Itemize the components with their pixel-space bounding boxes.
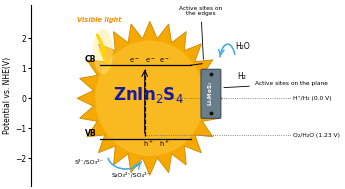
Text: Visible light: Visible light	[77, 16, 122, 23]
Text: h$^+$: h$^+$	[159, 139, 170, 149]
Text: e$^-$: e$^-$	[145, 57, 155, 65]
Text: S²⁻/SO₃²⁻: S²⁻/SO₃²⁻	[74, 159, 103, 165]
Text: S₂O₃²⁻/SO₄²⁻: S₂O₃²⁻/SO₄²⁻	[112, 172, 151, 177]
Circle shape	[95, 41, 204, 156]
Text: Active sites on the plane: Active sites on the plane	[224, 81, 328, 88]
Text: VB: VB	[85, 129, 97, 138]
Text: H⁺/H₂ (0.0 V): H⁺/H₂ (0.0 V)	[293, 96, 332, 101]
Ellipse shape	[93, 29, 113, 74]
Text: h$^+$: h$^+$	[143, 139, 154, 149]
Text: H₂: H₂	[237, 72, 246, 81]
Polygon shape	[77, 21, 223, 175]
Text: e$^-$: e$^-$	[159, 57, 170, 65]
FancyBboxPatch shape	[201, 69, 221, 118]
Y-axis label: Potential vs. NHE(V): Potential vs. NHE(V)	[3, 57, 12, 134]
Text: H₂O: H₂O	[235, 42, 250, 51]
Text: ZnIn$_2$S$_4$: ZnIn$_2$S$_4$	[113, 85, 184, 105]
Text: Active sites on
the edges: Active sites on the edges	[179, 6, 223, 59]
Text: O₂/H₂O (1.23 V): O₂/H₂O (1.23 V)	[293, 133, 340, 138]
Text: Li$_x$MoS$_2$: Li$_x$MoS$_2$	[206, 81, 215, 106]
Text: e$^-$: e$^-$	[129, 57, 139, 65]
Text: CB: CB	[85, 55, 97, 64]
